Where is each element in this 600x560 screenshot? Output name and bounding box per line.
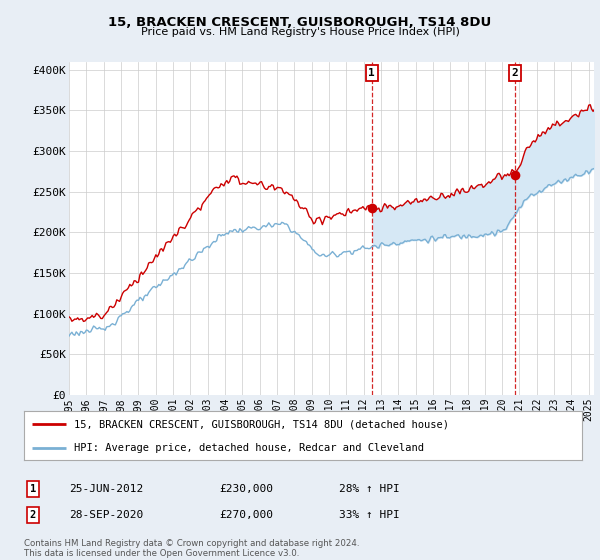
Text: 2: 2 <box>30 510 36 520</box>
Text: Price paid vs. HM Land Registry's House Price Index (HPI): Price paid vs. HM Land Registry's House … <box>140 27 460 37</box>
Text: Contains HM Land Registry data © Crown copyright and database right 2024.
This d: Contains HM Land Registry data © Crown c… <box>24 539 359 558</box>
Text: 2: 2 <box>511 68 518 78</box>
Text: 1: 1 <box>368 68 375 78</box>
Text: £230,000: £230,000 <box>219 484 273 494</box>
Text: 33% ↑ HPI: 33% ↑ HPI <box>339 510 400 520</box>
Text: 28% ↑ HPI: 28% ↑ HPI <box>339 484 400 494</box>
Text: 1: 1 <box>30 484 36 494</box>
Text: 15, BRACKEN CRESCENT, GUISBOROUGH, TS14 8DU: 15, BRACKEN CRESCENT, GUISBOROUGH, TS14 … <box>109 16 491 29</box>
Text: HPI: Average price, detached house, Redcar and Cleveland: HPI: Average price, detached house, Redc… <box>74 443 424 453</box>
Text: 28-SEP-2020: 28-SEP-2020 <box>69 510 143 520</box>
Text: 15, BRACKEN CRESCENT, GUISBOROUGH, TS14 8DU (detached house): 15, BRACKEN CRESCENT, GUISBOROUGH, TS14 … <box>74 419 449 430</box>
Text: 25-JUN-2012: 25-JUN-2012 <box>69 484 143 494</box>
Text: £270,000: £270,000 <box>219 510 273 520</box>
